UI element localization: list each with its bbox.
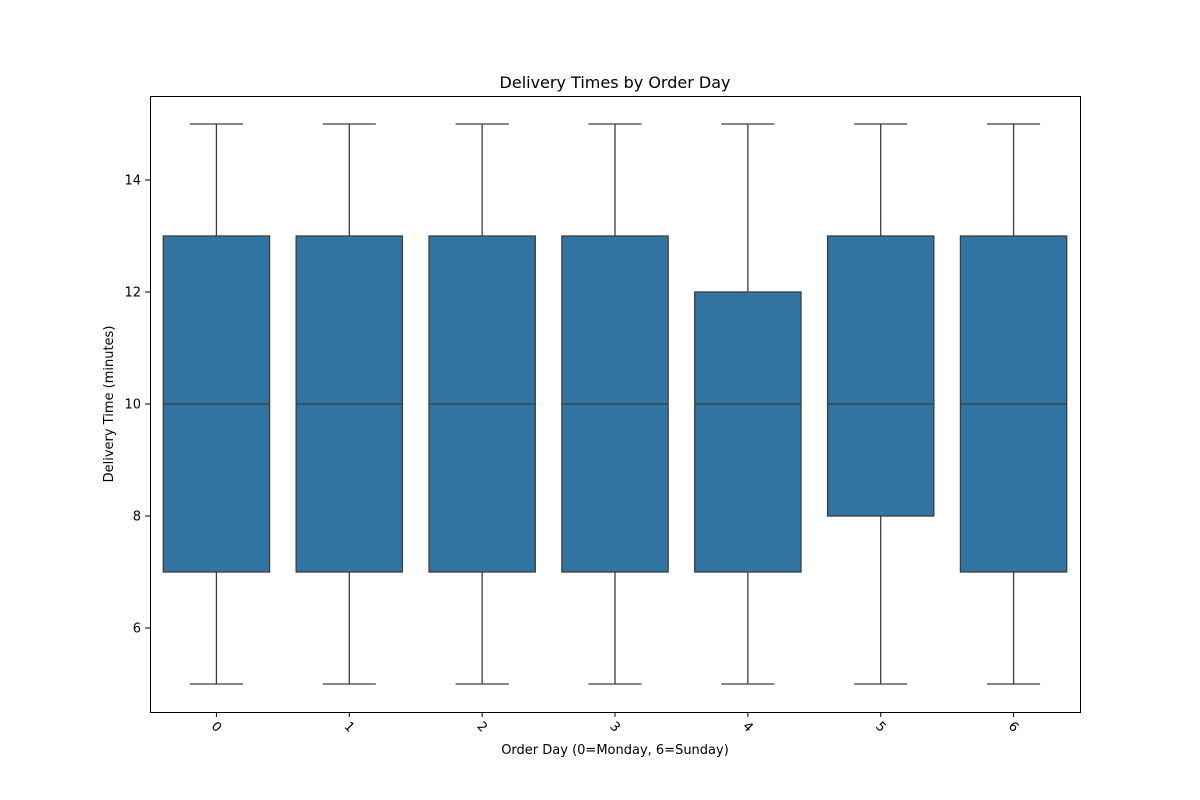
x-tick-label: 1 xyxy=(341,719,357,735)
x-tick-label: 6 xyxy=(1005,719,1021,735)
chart-title: Delivery Times by Order Day xyxy=(500,73,731,92)
x-tick-label: 5 xyxy=(872,719,888,735)
x-tick-label: 4 xyxy=(739,719,755,735)
plot-area-frame xyxy=(150,96,1081,713)
x-axis-label: Order Day (0=Monday, 6=Sunday) xyxy=(501,743,729,758)
y-tick-label: 10 xyxy=(124,398,141,413)
x-tick-label: 0 xyxy=(208,719,224,735)
box-iqr xyxy=(694,291,802,573)
box-iqr xyxy=(826,235,935,517)
box-group-1 xyxy=(295,123,404,685)
box-group-4 xyxy=(694,123,802,685)
x-tick-label: 3 xyxy=(606,719,622,735)
box-group-2 xyxy=(428,123,536,685)
y-tick-label: 14 xyxy=(124,174,141,189)
box-group-0 xyxy=(162,123,271,685)
x-axis-ticks: 0 1 2 3 4 5 6 xyxy=(208,712,1021,736)
y-axis-label: Delivery Time (minutes) xyxy=(102,326,117,483)
boxes-layer xyxy=(162,123,1068,685)
box-group-3 xyxy=(561,123,669,685)
box-group-6 xyxy=(959,123,1068,685)
y-tick-label: 6 xyxy=(133,622,141,637)
x-tick-label: 2 xyxy=(474,719,490,735)
y-tick-label: 8 xyxy=(133,510,141,525)
y-axis-ticks: 6 8 10 12 14 xyxy=(124,174,150,637)
y-tick-label: 12 xyxy=(124,286,141,301)
box-group-5 xyxy=(826,123,935,685)
